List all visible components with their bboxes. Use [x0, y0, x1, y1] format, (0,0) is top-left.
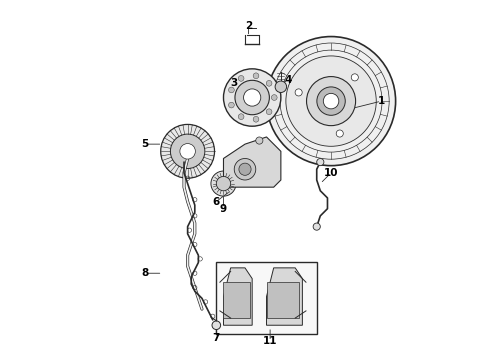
- Circle shape: [238, 76, 244, 81]
- Text: 2: 2: [245, 21, 252, 31]
- Polygon shape: [267, 268, 302, 325]
- Circle shape: [336, 130, 343, 137]
- Circle shape: [256, 137, 263, 144]
- Circle shape: [313, 223, 320, 230]
- Text: 4: 4: [284, 75, 292, 85]
- Circle shape: [286, 56, 376, 146]
- Circle shape: [161, 125, 215, 178]
- Polygon shape: [223, 268, 252, 325]
- Text: 3: 3: [231, 78, 238, 88]
- Circle shape: [275, 81, 287, 93]
- Bar: [223, 282, 250, 318]
- Circle shape: [180, 144, 196, 159]
- Circle shape: [228, 102, 234, 108]
- Polygon shape: [223, 137, 281, 187]
- Text: 11: 11: [263, 336, 277, 346]
- Circle shape: [211, 171, 236, 196]
- Circle shape: [235, 80, 270, 115]
- Circle shape: [228, 87, 234, 93]
- Circle shape: [253, 116, 259, 122]
- Circle shape: [317, 158, 324, 166]
- Circle shape: [239, 163, 251, 175]
- Circle shape: [351, 74, 358, 81]
- Text: 7: 7: [213, 333, 220, 343]
- Circle shape: [244, 89, 261, 106]
- Circle shape: [238, 114, 244, 120]
- Circle shape: [266, 80, 272, 86]
- Circle shape: [307, 77, 356, 126]
- Bar: [267, 282, 299, 318]
- Text: 5: 5: [141, 139, 148, 149]
- Circle shape: [267, 37, 395, 166]
- Circle shape: [223, 69, 281, 126]
- Circle shape: [271, 95, 277, 100]
- Circle shape: [234, 158, 256, 180]
- Circle shape: [317, 87, 345, 115]
- Circle shape: [212, 321, 220, 329]
- Text: 9: 9: [220, 204, 227, 214]
- Circle shape: [266, 109, 272, 114]
- Circle shape: [295, 89, 302, 96]
- Circle shape: [171, 134, 205, 168]
- Bar: [216, 262, 317, 334]
- Text: 10: 10: [324, 168, 338, 178]
- Text: 1: 1: [378, 96, 385, 106]
- Circle shape: [323, 93, 339, 109]
- Circle shape: [253, 73, 259, 78]
- Text: 6: 6: [213, 197, 220, 207]
- Text: 8: 8: [141, 268, 148, 278]
- Circle shape: [216, 176, 231, 191]
